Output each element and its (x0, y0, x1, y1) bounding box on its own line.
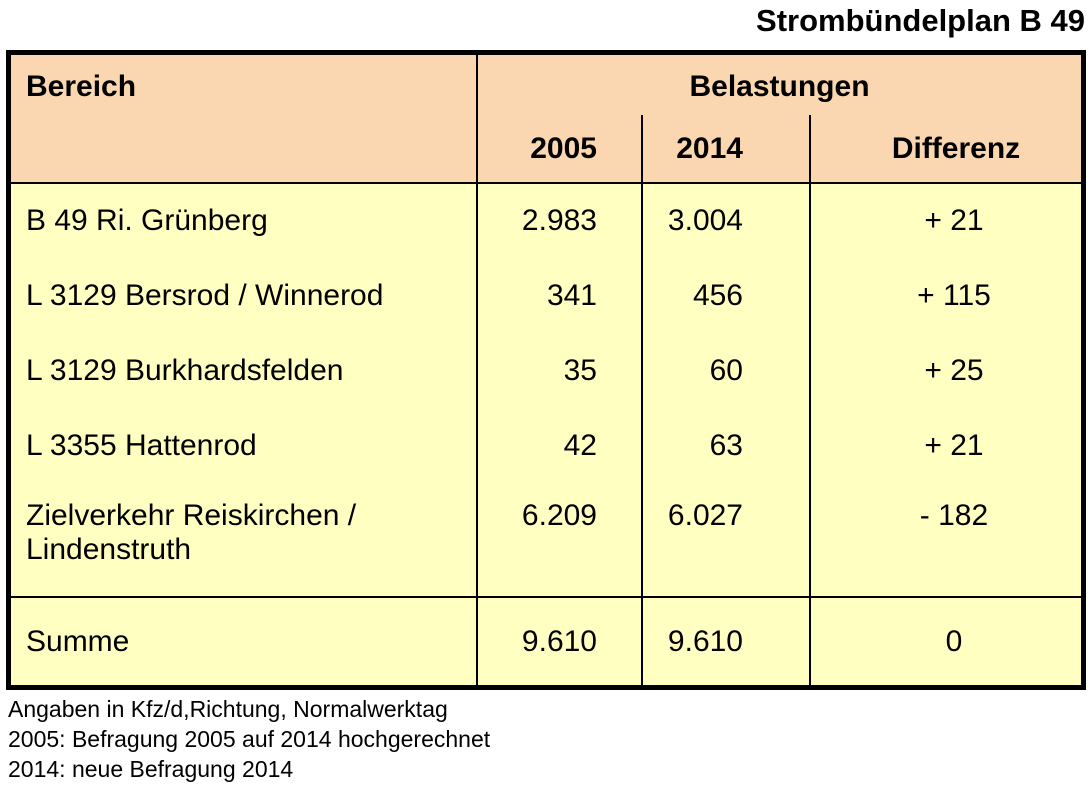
header-row-groups: Bereich Belastungen (11, 55, 1081, 184)
header-row-years: 2005 2014 Differenz (11, 115, 1081, 184)
value-2014: 6.027 (642, 483, 811, 597)
row-label: L 3355 Hattenrod (11, 408, 478, 483)
footnotes: Angaben in Kfz/d,Richtung, Normalwerktag… (8, 694, 490, 784)
row-label: L 3129 Bersrod / Winnerod (11, 258, 478, 333)
column-header-differenz: Differenz (810, 115, 1081, 184)
summary-value-differenz: 0 (810, 596, 1081, 685)
table-row: L 3129 Bersrod / Winnerod 341 456 + 115 (11, 258, 1081, 333)
value-2014: 456 (642, 258, 811, 333)
table-row: L 3129 Burkhardsfelden 35 60 + 25 (11, 333, 1081, 408)
column-header-2005: 2005 (477, 115, 643, 184)
traffic-volume-table-grid: Bereich Belastungen 2005 2014 Differenz … (11, 55, 1081, 685)
value-2005: 35 (477, 333, 643, 408)
value-differenz: + 115 (810, 258, 1081, 333)
row-label: L 3129 Burkhardsfelden (11, 333, 478, 408)
value-differenz: + 21 (810, 408, 1081, 483)
column-group-header-belastungen: Belastungen (477, 55, 1081, 115)
column-header-2014: 2014 (642, 115, 811, 184)
footnote-2014: 2014: neue Befragung 2014 (8, 756, 294, 782)
row-label: Zielverkehr Reiskirchen / Lindenstruth (11, 483, 478, 597)
summary-value-2014: 9.610 (642, 596, 811, 685)
footnote-units: Angaben in Kfz/d,Richtung, Normalwerktag (8, 696, 448, 722)
summary-row: Summe 9.610 9.610 0 (11, 596, 1081, 685)
row-label: B 49 Ri. Grünberg (11, 183, 478, 258)
table-row: L 3355 Hattenrod 42 63 + 21 (11, 408, 1081, 483)
value-2005: 2.983 (477, 183, 643, 258)
value-2014: 3.004 (642, 183, 811, 258)
value-differenz: - 182 (810, 483, 1081, 597)
value-2014: 63 (642, 408, 811, 483)
summary-value-2005: 9.610 (477, 596, 643, 685)
value-2014: 60 (642, 333, 811, 408)
value-differenz: + 25 (810, 333, 1081, 408)
table-row: B 49 Ri. Grünberg 2.983 3.004 + 21 (11, 183, 1081, 258)
value-2005: 6.209 (477, 483, 643, 597)
value-2005: 341 (477, 258, 643, 333)
footnote-2005: 2005: Befragung 2005 auf 2014 hochgerech… (8, 726, 491, 752)
value-differenz: + 21 (810, 183, 1081, 258)
traffic-volume-table: Bereich Belastungen 2005 2014 Differenz … (6, 50, 1086, 690)
column-header-bereich: Bereich (11, 55, 478, 184)
value-2005: 42 (477, 408, 643, 483)
table-row: Zielverkehr Reiskirchen / Lindenstruth 6… (11, 483, 1081, 597)
summary-label: Summe (11, 596, 478, 685)
page-title: Strombündelplan B 49 (756, 3, 1085, 38)
